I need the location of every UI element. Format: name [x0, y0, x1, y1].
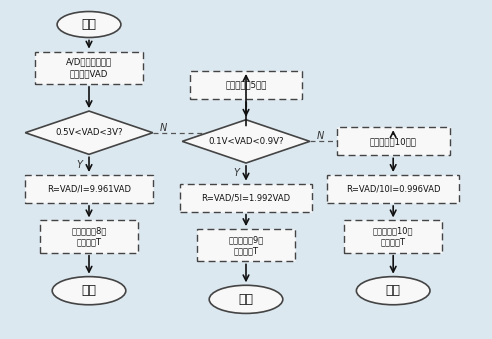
Polygon shape — [182, 120, 310, 163]
Text: 计算温度T: 计算温度T — [381, 238, 406, 247]
Text: 切换开关至5倍档: 切换开关至5倍档 — [225, 81, 267, 89]
FancyBboxPatch shape — [40, 220, 138, 253]
Ellipse shape — [356, 277, 430, 305]
Ellipse shape — [52, 277, 126, 305]
Text: 结束: 结束 — [239, 293, 253, 306]
Text: 0.1V<VAD<0.9V?: 0.1V<VAD<0.9V? — [208, 137, 284, 146]
Text: 结束: 结束 — [386, 284, 400, 297]
Text: 开始: 开始 — [82, 18, 96, 31]
Text: 切换开关至10倍档: 切换开关至10倍档 — [370, 137, 417, 146]
FancyBboxPatch shape — [35, 52, 143, 84]
Text: R=VAD/10I=0.996VAD: R=VAD/10I=0.996VAD — [346, 184, 440, 194]
Text: 计算温度T: 计算温度T — [76, 238, 101, 247]
Text: 结束: 结束 — [82, 284, 96, 297]
Text: 采用公式（10）: 采用公式（10） — [373, 226, 413, 235]
FancyBboxPatch shape — [337, 127, 450, 156]
Polygon shape — [25, 111, 153, 154]
FancyBboxPatch shape — [189, 71, 303, 99]
Text: A/D采集热敏电阻: A/D采集热敏电阻 — [66, 58, 112, 66]
FancyBboxPatch shape — [25, 175, 153, 203]
Text: 采用公式（9）: 采用公式（9） — [228, 235, 264, 244]
Text: 输出电压VAD: 输出电压VAD — [70, 69, 108, 78]
FancyBboxPatch shape — [327, 175, 460, 203]
Ellipse shape — [57, 12, 121, 38]
Ellipse shape — [209, 285, 283, 314]
FancyBboxPatch shape — [344, 220, 442, 253]
Text: R=VAD/5I=1.992VAD: R=VAD/5I=1.992VAD — [201, 193, 291, 202]
Text: N: N — [160, 122, 167, 133]
Text: Y: Y — [77, 160, 83, 170]
FancyBboxPatch shape — [180, 183, 312, 212]
Text: 计算温度T: 计算温度T — [234, 246, 258, 255]
Text: R=VAD/I=9.961VAD: R=VAD/I=9.961VAD — [47, 184, 131, 194]
Text: 0.5V<VAD<3V?: 0.5V<VAD<3V? — [55, 128, 123, 137]
FancyBboxPatch shape — [197, 229, 295, 261]
Text: N: N — [317, 131, 324, 141]
Text: 采用公式（8）: 采用公式（8） — [71, 226, 107, 235]
Text: Y: Y — [234, 168, 240, 178]
